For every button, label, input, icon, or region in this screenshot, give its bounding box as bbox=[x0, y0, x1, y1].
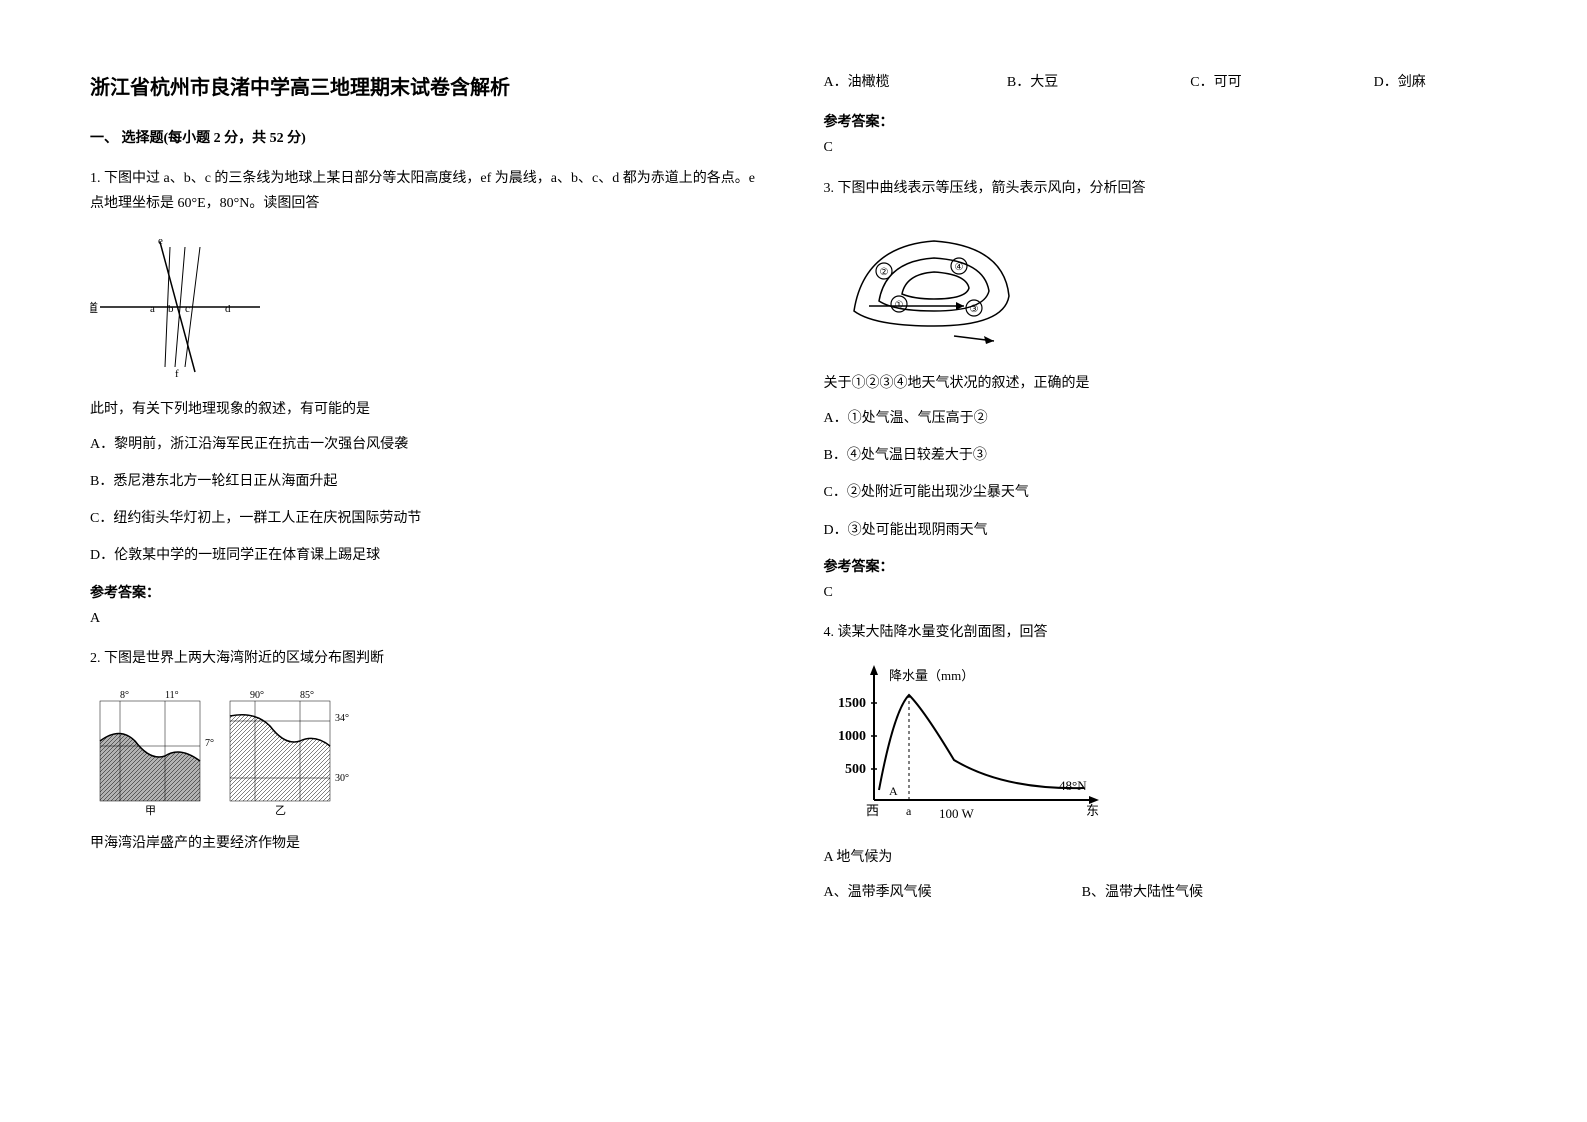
svg-text:西: 西 bbox=[866, 803, 879, 818]
q2-optA: A．油橄榄 bbox=[824, 70, 947, 95]
q3-text: 3. 下图中曲线表示等压线，箭头表示风向，分析回答 bbox=[824, 176, 1498, 201]
svg-text:②: ② bbox=[879, 267, 888, 278]
svg-text:③: ③ bbox=[969, 304, 978, 315]
svg-text:1500: 1500 bbox=[838, 696, 866, 711]
svg-text:甲: 甲 bbox=[145, 805, 156, 816]
q1-optC: C．纽约街头华灯初上，一群工人正在庆祝国际劳动节 bbox=[90, 506, 764, 531]
section-header: 一、 选择题(每小题 2 分，共 52 分) bbox=[90, 126, 764, 151]
q2-optC: C．可可 bbox=[1190, 70, 1313, 95]
question-4: 4. 读某大陆降水量变化剖面图，回答 降水量（mm） 1500 1000 500… bbox=[824, 620, 1498, 906]
q2-options: A．油橄榄 B．大豆 C．可可 D．剑麻 bbox=[824, 70, 1498, 95]
q2-answer-label: 参考答案： bbox=[824, 110, 1498, 135]
svg-text:30°: 30° bbox=[335, 773, 349, 784]
q2-optD: D．剑麻 bbox=[1374, 70, 1497, 95]
q4-optB: B、温带大陆性气候 bbox=[1082, 880, 1203, 905]
svg-text:乙: 乙 bbox=[275, 804, 286, 816]
q3-answer: C bbox=[824, 580, 1498, 605]
equator-label: 赤道 bbox=[90, 301, 98, 315]
q4-options: A、温带季风气候 B、温带大陆性气候 bbox=[824, 880, 1498, 905]
svg-text:8°: 8° bbox=[120, 690, 129, 701]
svg-text:A: A bbox=[889, 784, 898, 798]
svg-text:7°: 7° bbox=[205, 738, 214, 749]
q1-answer: A bbox=[90, 606, 764, 631]
svg-text:34°: 34° bbox=[335, 713, 349, 724]
q2-optB: B．大豆 bbox=[1007, 70, 1130, 95]
q1-optA: A．黎明前，浙江沿海军民正在抗击一次强台风侵袭 bbox=[90, 432, 764, 457]
svg-text:a: a bbox=[906, 804, 912, 818]
q3-optC: C．②处附近可能出现沙尘暴天气 bbox=[824, 480, 1498, 505]
q2-answer: C bbox=[824, 135, 1498, 160]
q3-stem: 关于①②③④地天气状况的叙述，正确的是 bbox=[824, 371, 1498, 396]
svg-text:e: e bbox=[158, 235, 163, 247]
q4-optA: A、温带季风气候 bbox=[824, 880, 932, 905]
q2-text: 2. 下图是世界上两大海湾附近的区域分布图判断 bbox=[90, 646, 764, 671]
svg-text:东: 东 bbox=[1086, 803, 1099, 818]
svg-text:1000: 1000 bbox=[838, 729, 866, 744]
svg-text:④: ④ bbox=[954, 262, 963, 273]
svg-text:500: 500 bbox=[845, 762, 866, 777]
q1-text: 1. 下图中过 a、b、c 的三条线为地球上某日部分等太阳高度线，ef 为晨线，… bbox=[90, 166, 764, 216]
question-3: 3. 下图中曲线表示等压线，箭头表示风向，分析回答 ① ② ③ ④ bbox=[824, 176, 1498, 606]
q3-figure: ① ② ③ ④ bbox=[824, 216, 1498, 356]
q3-optA: A．①处气温、气压高于② bbox=[824, 406, 1498, 431]
question-2: 2. 下图是世界上两大海湾附近的区域分布图判断 8° 11° 7° bbox=[90, 646, 764, 856]
q3-optB: B．④处气温日较差大于③ bbox=[824, 443, 1498, 468]
q3-optD: D．③处可能出现阴雨天气 bbox=[824, 518, 1498, 543]
svg-text:d: d bbox=[225, 303, 231, 315]
svg-text:f: f bbox=[175, 368, 179, 380]
svg-text:11°: 11° bbox=[165, 690, 179, 701]
svg-text:c: c bbox=[185, 303, 190, 315]
q2-stem: 甲海湾沿岸盛产的主要经济作物是 bbox=[90, 831, 764, 856]
svg-text:b: b bbox=[168, 303, 174, 315]
q1-optB: B．悉尼港东北方一轮红日正从海面升起 bbox=[90, 469, 764, 494]
q1-answer-label: 参考答案： bbox=[90, 581, 764, 606]
page-title: 浙江省杭州市良渚中学高三地理期末试卷含解析 bbox=[90, 70, 764, 106]
q4-figure: 降水量（mm） 1500 1000 500 A 西 a 100 W 48°N 东 bbox=[824, 660, 1498, 830]
svg-text:a: a bbox=[150, 303, 155, 315]
question-1: 1. 下图中过 a、b、c 的三条线为地球上某日部分等太阳高度线，ef 为晨线，… bbox=[90, 166, 764, 631]
left-column: 浙江省杭州市良渚中学高三地理期末试卷含解析 一、 选择题(每小题 2 分，共 5… bbox=[90, 70, 764, 1052]
svg-text:100 W: 100 W bbox=[939, 806, 975, 821]
q2-figure: 8° 11° 7° 甲 90° 8 bbox=[90, 686, 764, 816]
q1-stem: 此时，有关下列地理现象的叙述，有可能的是 bbox=[90, 397, 764, 422]
svg-text:85°: 85° bbox=[300, 690, 314, 701]
q1-figure: 赤道 a b c d e f bbox=[90, 232, 764, 382]
svg-text:降水量（mm）: 降水量（mm） bbox=[889, 668, 974, 683]
svg-text:48°N: 48°N bbox=[1059, 778, 1087, 793]
q3-answer-label: 参考答案： bbox=[824, 555, 1498, 580]
svg-text:90°: 90° bbox=[250, 690, 264, 701]
q4-text: 4. 读某大陆降水量变化剖面图，回答 bbox=[824, 620, 1498, 645]
right-column: A．油橄榄 B．大豆 C．可可 D．剑麻 参考答案： C 3. 下图中曲线表示等… bbox=[824, 70, 1498, 1052]
q4-stem: A 地气候为 bbox=[824, 845, 1498, 870]
q1-optD: D．伦敦某中学的一班同学正在体育课上踢足球 bbox=[90, 543, 764, 568]
